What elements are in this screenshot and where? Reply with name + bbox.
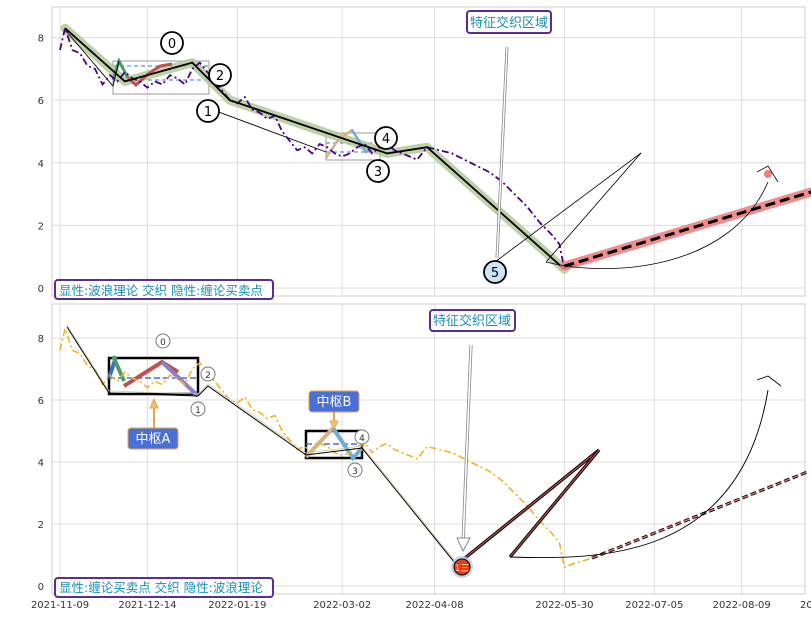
top-forecast-line — [563, 190, 811, 268]
top-wave-label-1-text: 1 — [204, 105, 212, 120]
top-y-tick-4: 8 — [38, 34, 44, 45]
x-tick-4: 2022-04-08 — [406, 600, 464, 611]
bottom-price-line — [59, 325, 593, 569]
bottom-legend-text: 显性:缠论买卖点 交织 隐性:波浪理论 — [59, 580, 263, 595]
bottom-y-tick-0: 0 — [38, 582, 44, 593]
zhongshu-a-label-text: 中枢A — [136, 432, 171, 447]
top-projection-bracket — [756, 165, 779, 183]
bottom-wave-label-0: 0 — [155, 333, 171, 349]
bottom-y-tick-3: 6 — [38, 396, 44, 407]
x-tick-2: 2022-01-19 — [208, 600, 266, 611]
bottom-wave-label-1-text: 1 — [195, 406, 201, 416]
zhongshu-b-label: 中枢B — [308, 390, 360, 413]
bottom-substroke-blue-b — [331, 426, 364, 462]
bottom-trend-line — [66, 326, 460, 569]
bottom-wave-label-2: 2 — [200, 366, 216, 382]
bottom-wave-label-4: 4 — [354, 429, 370, 445]
zhongshu-b-label-text: 中枢B — [317, 395, 352, 410]
top-y-ticks: 0 2 4 6 8 — [38, 34, 44, 295]
top-panel-content: 0 1 2 3 4 5 特征交织区域 显性:波浪理论 交 — [54, 10, 811, 300]
bottom-annotation-arrowhead — [456, 537, 471, 553]
bottom-panel-frame — [51, 303, 806, 595]
top-projection-arc — [545, 181, 769, 269]
top-legend-box: 显性:波浪理论 交织 隐性:缠论买卖点 — [54, 279, 274, 300]
top-forecast-end-marker — [764, 170, 772, 178]
bottom-wave-label-2-text: 2 — [205, 371, 211, 381]
top-substroke-red — [127, 62, 173, 88]
top-y-tick-0: 0 — [38, 284, 44, 295]
bottom-y-ticks: 0 2 4 6 8 — [38, 334, 44, 593]
bottom-forecast-line-1-inner — [464, 449, 600, 559]
bottom-legend-box: 显性:缠论买卖点 交织 隐性:波浪理论 — [54, 577, 274, 598]
top-y-tick-2: 4 — [38, 159, 44, 170]
top-y-tick-1: 2 — [38, 221, 44, 232]
bottom-forecast-line-2-inner — [509, 449, 600, 558]
top-wave-label-5: 5 — [483, 260, 507, 284]
x-tick-8: 2022-09-13 — [800, 600, 811, 611]
zhongshu-b-pointer-head — [329, 420, 339, 431]
bottom-wave-label-4-text: 4 — [359, 434, 365, 444]
bottom-annotation-title: 特征交织区域 — [429, 309, 516, 332]
x-tick-0: 2021-11-09 — [31, 600, 89, 611]
top-fan-line-1 — [494, 152, 642, 263]
top-wave-line — [64, 27, 565, 270]
bottom-y-tick-2: 4 — [38, 458, 44, 469]
top-annotation-title-text: 特征交织区域 — [470, 15, 548, 31]
top-price-line — [59, 24, 593, 271]
top-wave-label-4-text: 4 — [382, 132, 390, 147]
bottom-substroke-green-a — [111, 355, 126, 382]
bottom-wave-label-0-text: 0 — [160, 338, 166, 348]
bottom-y-tick-1: 2 — [38, 520, 44, 531]
buy-point-label-text: 1三 — [455, 564, 470, 574]
bottom-wave-label-3: 3 — [347, 462, 363, 478]
top-wave-label-3: 3 — [366, 159, 390, 183]
top-wave-label-5-text: 5 — [491, 266, 499, 281]
buy-point-marker: 1三 — [451, 556, 473, 578]
x-tick-1: 2021-12-14 — [118, 600, 176, 611]
bottom-trend-line-offset — [66, 324, 460, 567]
top-wave-label-0-text: 0 — [168, 37, 176, 52]
top-annotation-arrow-inner — [496, 46, 508, 259]
bottom-panel-content: 中枢A 中枢B 0 1 2 3 4 1三 — [54, 309, 810, 598]
bottom-wave-label-3-text: 3 — [352, 467, 358, 477]
bottom-projection-arc — [509, 389, 769, 559]
top-wave-label-4: 4 — [374, 126, 398, 150]
top-wave-label-0: 0 — [160, 31, 184, 55]
bottom-y-tick-4: 8 — [38, 334, 44, 345]
top-wave-label-3-text: 3 — [374, 165, 382, 180]
top-thin-stroke-1 — [66, 31, 120, 87]
top-thin-stroke-2 — [207, 107, 327, 153]
top-fan-line-2 — [545, 152, 642, 263]
zhongshu-a-label: 中枢A — [127, 427, 179, 450]
bottom-wave-label-1: 1 — [190, 401, 206, 417]
x-tick-7: 2022-08-09 — [713, 600, 771, 611]
bottom-annotation-arrow-inner — [462, 344, 472, 545]
top-y-tick-3: 6 — [38, 96, 44, 107]
x-tick-3: 2022-03-02 — [313, 600, 371, 611]
bottom-forecast-dashed-inner — [591, 470, 810, 559]
top-legend-text: 显性:波浪理论 交织 隐性:缠论买卖点 — [59, 283, 263, 298]
zhongshu-a-pointer-head — [149, 397, 159, 409]
x-tick-labels: 2021-11-09 2021-12-14 2022-01-19 2022-03-02… — [31, 600, 811, 611]
bottom-substroke-purple-a — [160, 360, 200, 398]
top-annotation-title: 特征交织区域 — [466, 10, 552, 34]
top-wave-label-1: 1 — [196, 99, 220, 123]
top-wave-label-2-text: 2 — [216, 69, 224, 84]
top-wave-label-2: 2 — [208, 63, 232, 87]
bottom-annotation-title-text: 特征交织区域 — [433, 313, 511, 329]
x-tick-5: 2022-05-30 — [535, 600, 593, 611]
x-tick-6: 2022-07-05 — [625, 600, 683, 611]
bottom-projection-bracket — [756, 375, 782, 387]
